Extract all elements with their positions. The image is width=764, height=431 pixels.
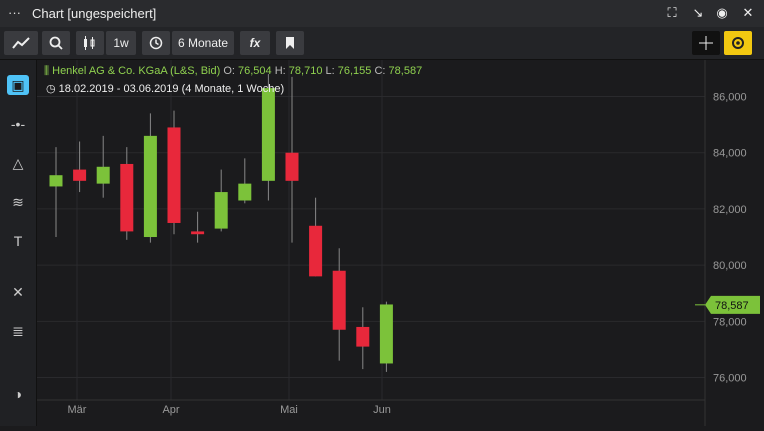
camera-icon[interactable]: ▣ xyxy=(7,75,29,95)
contrast-icon[interactable]: ◑ xyxy=(13,386,23,402)
candle-body xyxy=(214,192,228,229)
range-button[interactable]: 6 Monate xyxy=(172,31,234,55)
popout-icon[interactable]: ↘ xyxy=(692,5,704,20)
legend-candle-icon: ⫼ xyxy=(44,65,53,77)
candlestick-icon xyxy=(84,36,95,50)
crosshair-button[interactable] xyxy=(692,31,720,55)
indicator-button[interactable]: fx xyxy=(240,31,270,55)
candle-body xyxy=(191,231,205,235)
chart-type-button[interactable] xyxy=(4,31,38,55)
clock-button[interactable] xyxy=(142,31,170,55)
candle-body xyxy=(143,135,157,238)
candle-body xyxy=(261,88,275,181)
record-icon[interactable]: ◉ xyxy=(716,5,728,20)
legend-instrument: ⫼ Henkel AG & Co. KGaA (L&S, Bid) O: 76,… xyxy=(44,65,423,77)
search-icon xyxy=(49,36,63,50)
legend-period: ◷ 18.02.2019 - 03.06.2019 (4 Monate, 1 W… xyxy=(46,82,284,95)
x-tick-label: Mär xyxy=(68,404,87,416)
clock-icon xyxy=(149,36,163,50)
y-tick-label: 82,000 xyxy=(713,204,747,216)
period-detail: (4 Monate, 1 Woche) xyxy=(181,83,285,95)
bookmark-icon xyxy=(286,37,294,49)
text-tool-icon[interactable]: T xyxy=(13,233,23,249)
title-bar: ··· Chart [ungespeichert] ⛶ ↘ ◉ ✕ xyxy=(0,0,764,27)
y-tick-label: 86,000 xyxy=(713,92,747,104)
tools-icon[interactable]: ✕ xyxy=(12,284,24,300)
close-icon[interactable]: ✕ xyxy=(742,5,754,20)
interval-button[interactable]: 1w xyxy=(106,31,136,55)
candle-body xyxy=(120,163,134,232)
x-tick-label: Apr xyxy=(162,404,179,416)
layers-icon[interactable]: ≣ xyxy=(12,323,24,339)
chart-area[interactable]: 76,000 78,000 80,000 82,000 84,000 86,000 Mär A… xyxy=(37,60,764,426)
window-title: Chart [ungespeichert] xyxy=(32,6,157,21)
instrument-name: Henkel AG & Co. KGaA (L&S, Bid) xyxy=(52,65,221,77)
clock-icon: ◷ xyxy=(46,83,59,95)
bookmark-button[interactable] xyxy=(276,31,304,55)
y-tick-label: 76,000 xyxy=(713,373,747,385)
x-tick-label: Jun xyxy=(373,404,391,416)
last-price-label: 78,587 xyxy=(715,300,749,312)
triangle-icon[interactable]: △ xyxy=(12,155,24,171)
drawing-tools-sidebar: ▣ -•- △ ≋ T ✕ ≣ ◑ xyxy=(0,60,37,426)
y-tick-label: 80,000 xyxy=(713,260,747,272)
candle-body xyxy=(49,175,63,187)
settings-button[interactable] xyxy=(724,31,752,55)
candlestick-type-button[interactable] xyxy=(76,31,104,55)
candle-body xyxy=(356,326,370,347)
line-chart-icon xyxy=(12,37,30,49)
fibonacci-icon[interactable]: ≋ xyxy=(12,194,24,210)
gear-icon xyxy=(732,37,744,49)
x-tick-label: Mai xyxy=(280,404,298,416)
candlestick-chart: 76,000 78,000 80,000 82,000 84,000 86,000 Mär A… xyxy=(37,60,760,426)
close-value: 78,587 xyxy=(388,65,423,77)
candle-body xyxy=(73,169,87,181)
line-tool-icon[interactable]: -•- xyxy=(10,116,26,132)
crosshair-icon xyxy=(699,36,713,50)
high-value: 78,710 xyxy=(288,65,323,77)
y-tick-label: 84,000 xyxy=(713,148,747,160)
search-button[interactable] xyxy=(42,31,70,55)
last-price-marker xyxy=(705,295,760,314)
candle-body xyxy=(379,304,393,364)
low-value: 76,155 xyxy=(337,65,372,77)
candle-body xyxy=(96,166,110,184)
period-range: 18.02.2019 - 03.06.2019 xyxy=(58,83,179,95)
chart-toolbar: 1w 6 Monate fx xyxy=(0,27,764,60)
ellipsis-icon[interactable]: ··· xyxy=(8,5,21,20)
candle-body xyxy=(167,127,181,223)
open-value: 76,504 xyxy=(238,65,272,77)
candle-body xyxy=(332,270,346,330)
candle-body xyxy=(285,152,299,181)
candle-body xyxy=(238,183,252,201)
candle-body xyxy=(309,225,323,277)
fullscreen-icon[interactable]: ⛶ xyxy=(667,5,677,20)
y-tick-label: 78,000 xyxy=(713,316,747,328)
